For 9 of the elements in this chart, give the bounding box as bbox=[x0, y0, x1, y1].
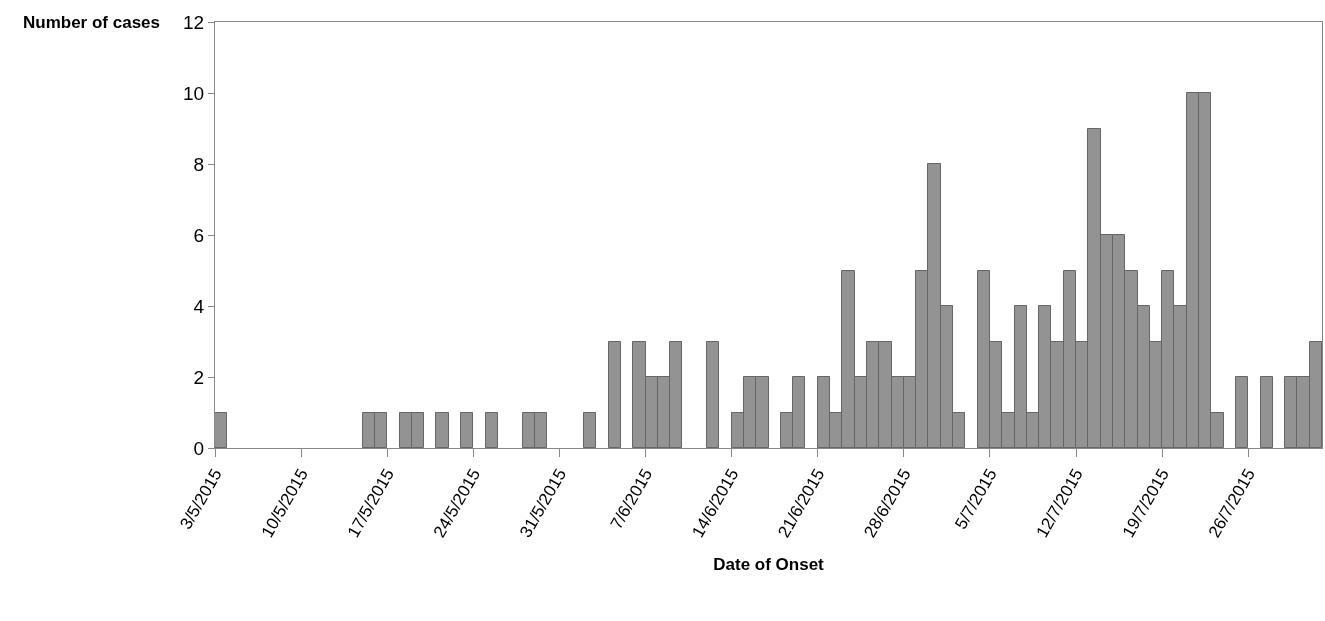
y-tick-label: 12 bbox=[183, 11, 205, 33]
y-tick-label: 4 bbox=[193, 295, 205, 317]
y-tick-label: 2 bbox=[193, 366, 205, 388]
y-axis-title: Number of cases bbox=[23, 13, 160, 32]
y-tick-label: 6 bbox=[193, 224, 205, 246]
y-tick-label: 8 bbox=[193, 153, 205, 175]
y-tick-label: 10 bbox=[183, 82, 205, 104]
y-tick-label: 0 bbox=[193, 437, 205, 459]
x-axis-title: Date of Onset bbox=[713, 555, 825, 575]
